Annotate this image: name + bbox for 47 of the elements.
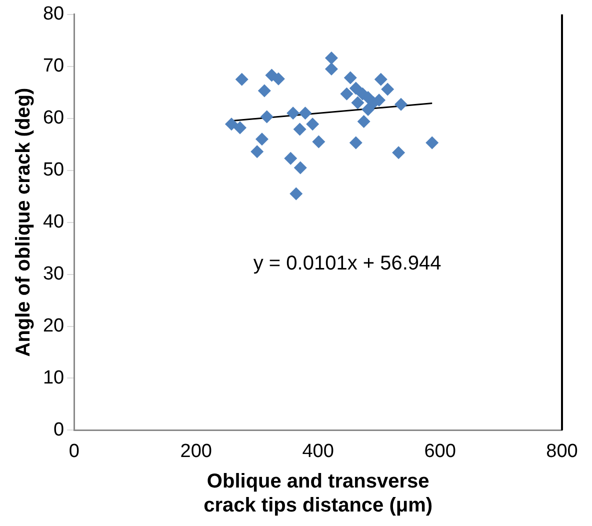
- y-tick-label: 40: [42, 212, 64, 233]
- point: [349, 82, 362, 95]
- y-axis-title: Angle of oblique crack (deg): [12, 88, 35, 357]
- point: [286, 106, 300, 120]
- annotation: y = 0.0101x + 56.944: [253, 252, 442, 274]
- x-tick-label: 0: [68, 440, 80, 462]
- x-tick-label: 800: [546, 440, 578, 462]
- point: [255, 132, 268, 146]
- point: [381, 82, 394, 96]
- y-tick-label: 70: [42, 56, 64, 77]
- point: [351, 96, 364, 110]
- point: [258, 84, 271, 98]
- point: [234, 121, 247, 134]
- y-tick-label: 0: [54, 419, 64, 440]
- point: [426, 136, 439, 150]
- point: [362, 103, 375, 116]
- point: [224, 118, 238, 131]
- point: [293, 122, 306, 136]
- x-tick-label: 400: [302, 440, 334, 462]
- point: [374, 72, 388, 86]
- point: [344, 71, 357, 84]
- y-tick-label: 60: [42, 108, 64, 129]
- point: [357, 114, 370, 128]
- point: [272, 72, 285, 86]
- point: [340, 87, 354, 100]
- point: [235, 72, 248, 86]
- point: [294, 161, 307, 174]
- point: [260, 110, 274, 124]
- point: [312, 135, 326, 148]
- point: [290, 187, 303, 200]
- point: [250, 145, 264, 158]
- x-tick-label: 600: [424, 440, 456, 462]
- point: [284, 152, 298, 165]
- y-tick-label: 30: [42, 264, 64, 285]
- point: [306, 118, 320, 131]
- point: [392, 146, 406, 160]
- x-tick-label: 200: [180, 440, 212, 462]
- point: [298, 106, 312, 120]
- point: [324, 52, 338, 65]
- point: [324, 62, 338, 76]
- y-tick-label: 20: [42, 315, 64, 336]
- point: [394, 98, 408, 111]
- point: [349, 136, 362, 150]
- y-tick-label: 80: [42, 4, 64, 25]
- y-tick-label: 10: [42, 367, 64, 388]
- x-axis-title: Oblique and transverse crack tips distance (μm): [204, 470, 433, 517]
- y-tick-label: 50: [42, 160, 64, 181]
